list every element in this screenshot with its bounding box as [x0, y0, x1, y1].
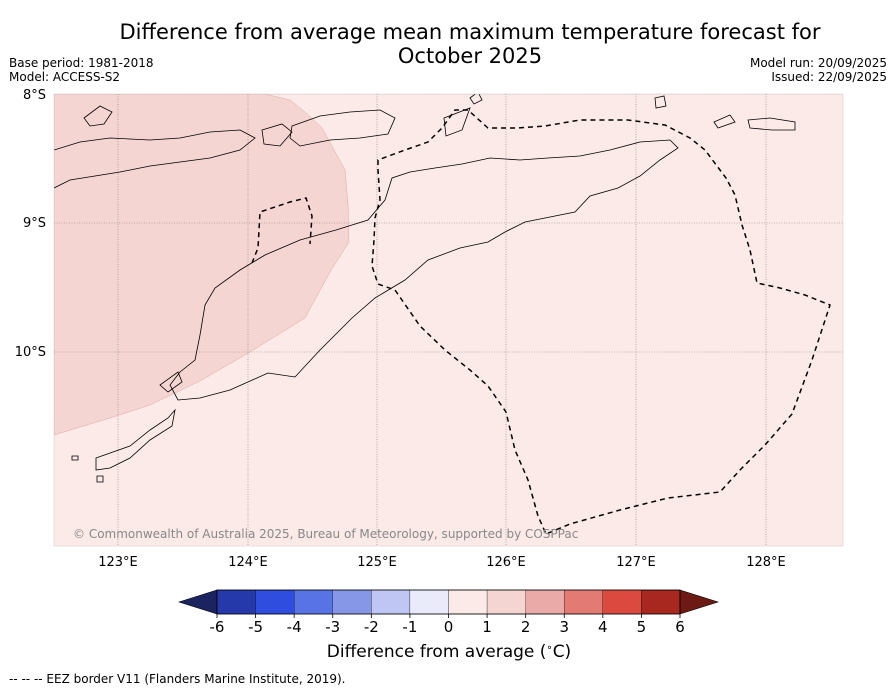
colorbar-segment	[371, 589, 411, 615]
copyright-text: © Commonwealth of Australia 2025, Bureau…	[73, 527, 578, 541]
colorbar-tick-label: -1	[402, 618, 417, 636]
coastline-rote	[159, 371, 183, 393]
lat-tick-9: 9°S	[23, 216, 46, 231]
colorbar-segment	[409, 589, 449, 615]
coastline-alor	[289, 109, 396, 147]
model-run: Model run: 20/09/2025	[749, 56, 887, 70]
metadata-right: Model run: 20/09/2025 Issued: 22/09/2025	[750, 56, 887, 84]
eez-borders	[251, 109, 831, 535]
coastline-island-east-3	[747, 117, 796, 131]
colorbar: -6 -5 -4 -3 -2 -1 0 1 2 3 4 5 6	[178, 589, 719, 636]
coastline-flores	[54, 129, 256, 189]
coastlines	[54, 94, 796, 483]
eez-border-main	[371, 109, 831, 535]
colorbar-tick-label: -5	[248, 618, 263, 636]
coastline-small-2	[96, 475, 104, 483]
colorbar-tick-label: -6	[210, 618, 225, 636]
coastline-island-east-1	[654, 95, 667, 109]
metadata-left: Base period: 1981-2018 Model: ACCESS-S2	[9, 56, 154, 84]
lon-tick-127: 127°E	[616, 555, 656, 570]
colorbar-title-label: Difference from average (	[326, 642, 547, 662]
lon-tick-126: 126°E	[486, 555, 526, 570]
colorbar-tick-label: 5	[637, 618, 647, 636]
colorbar-tick-label: 2	[521, 618, 531, 636]
colorbar-extend-high	[679, 589, 719, 615]
colorbar-segment	[564, 589, 603, 615]
colorbar-tick-label: 4	[598, 618, 608, 636]
colorbar-tick-label: -3	[325, 618, 340, 636]
colorbar-title: Difference from average (∘C)	[326, 642, 572, 662]
colorbar-tick-label: 3	[559, 618, 569, 636]
coastline-solor	[83, 105, 113, 127]
colorbar-title-unit: C)	[552, 642, 572, 662]
lon-tick-128: 128°E	[746, 555, 786, 570]
lon-tick-labels: 123°E 124°E 125°E 126°E 127°E 128°E	[98, 555, 786, 570]
eez-footnote: -- -- -- EEZ border V11 (Flanders Marine…	[9, 672, 346, 686]
colorbar-tick-label: 6	[675, 618, 685, 636]
warm-anomaly-region	[54, 94, 350, 436]
colorbar-tick-label: 0	[444, 618, 454, 636]
colorbar-segment	[641, 589, 681, 615]
lat-tick-10: 10°S	[15, 345, 46, 360]
colorbar-extend-low	[178, 589, 218, 615]
title-line-2: October 2025	[397, 44, 543, 68]
coastline-timor	[169, 139, 679, 401]
colorbar-segment	[216, 589, 256, 615]
colorbar-segment	[602, 589, 642, 615]
issued-date: Issued: 22/09/2025	[771, 70, 887, 84]
chart-title: Difference from average mean maximum tem…	[0, 20, 896, 68]
coastline-small-1	[71, 455, 79, 461]
colorbar-segment	[255, 589, 295, 615]
colorbar-tick-label: -4	[287, 618, 302, 636]
coastline-island-east-2	[713, 114, 736, 129]
coastline-adonara	[261, 123, 293, 147]
lat-tick-8: 8°S	[23, 88, 46, 103]
colorbar-segment	[332, 589, 372, 615]
coastline-savu	[95, 408, 176, 471]
colorbar-segment	[448, 589, 488, 615]
lat-tick-labels: 8°S 9°S 10°S	[15, 88, 46, 360]
title-line-1: Difference from average mean maximum tem…	[119, 20, 821, 44]
lon-tick-125: 125°E	[357, 555, 397, 570]
coastline-wetar	[443, 107, 471, 137]
colorbar-segment	[294, 589, 333, 615]
model-name: Model: ACCESS-S2	[9, 70, 121, 84]
eez-border-oecusse	[251, 197, 313, 264]
colorbar-tick-label: 1	[482, 618, 492, 636]
base-period: Base period: 1981-2018	[9, 56, 154, 70]
colorbar-tick-label: -2	[364, 618, 379, 636]
colorbar-segment	[525, 589, 565, 615]
coastline-wetar-north	[469, 94, 483, 105]
lon-tick-123: 123°E	[98, 555, 138, 570]
gridlines	[54, 94, 843, 546]
map-frame	[53, 93, 844, 547]
lon-tick-124: 124°E	[228, 555, 268, 570]
colorbar-segment	[486, 589, 526, 615]
